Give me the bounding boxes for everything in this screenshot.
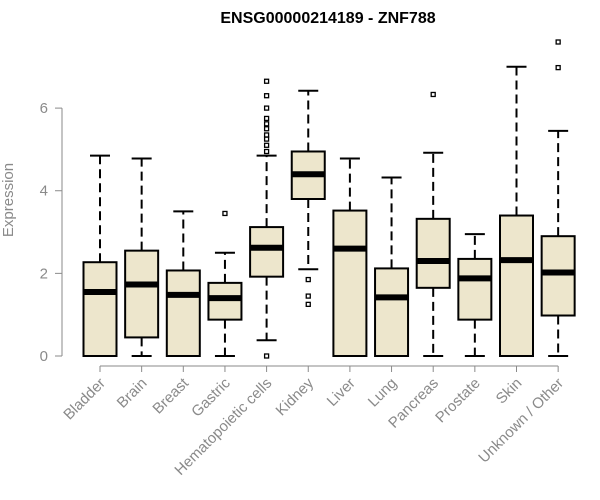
iqr-box (165, 269, 201, 357)
outlier-point (263, 78, 270, 84)
iqr-box (415, 217, 451, 289)
iqr-box (499, 214, 534, 357)
box-group (249, 78, 285, 359)
outlier-point (305, 301, 311, 308)
y-axis: 0 2 4 6 (40, 100, 63, 365)
iqr-box (82, 261, 118, 358)
outlier-point (555, 39, 561, 45)
iqr-box (540, 235, 576, 317)
x-tick-label: Lung (365, 375, 401, 411)
outlier-point (222, 210, 228, 217)
x-tick-label: Prostate (432, 375, 484, 427)
outlier-point (263, 353, 270, 359)
iqr-box (457, 257, 493, 321)
outlier-point (263, 121, 270, 127)
x-tick-label: Liver (324, 375, 359, 410)
iqr-box (207, 281, 243, 321)
iqr-box (249, 226, 285, 278)
y-tick-label: 2 (40, 265, 48, 282)
box-group (457, 233, 493, 357)
box-group (290, 89, 326, 308)
x-tick-label: Bladder (60, 375, 109, 424)
y-tick-label: 6 (40, 100, 48, 117)
chart-title: ENSG00000214189 - ZNF788 (220, 10, 435, 27)
outlier-point (263, 148, 270, 155)
box-group (124, 157, 160, 357)
outlier-point (263, 126, 270, 132)
iqr-box (332, 209, 368, 357)
outlier-point (263, 105, 270, 111)
outlier-point (263, 132, 270, 138)
outlier-point (305, 276, 311, 283)
boxes (82, 39, 576, 359)
box-group (415, 91, 451, 357)
y-tick-label: 4 (40, 183, 48, 200)
box-group (499, 65, 534, 357)
outlier-point (263, 93, 270, 99)
outlier-point (555, 64, 561, 71)
outlier-point (305, 293, 311, 299)
iqr-box (374, 267, 410, 357)
box-group (540, 39, 576, 357)
box-group (332, 157, 368, 357)
x-tick-label: Skin (493, 375, 526, 408)
outlier-point (263, 142, 270, 148)
y-tick-label: 0 (40, 348, 48, 365)
box-group (374, 176, 410, 357)
outlier-point (430, 91, 436, 98)
x-tick-label: Breast (149, 374, 192, 417)
outlier-point (263, 115, 270, 122)
box-group (82, 154, 118, 358)
outlier-point (263, 136, 270, 142)
box-group (207, 210, 243, 357)
iqr-box (124, 249, 160, 339)
y-axis-label: Expression (0, 163, 17, 237)
box-group (165, 210, 201, 357)
x-tick-label: Kidney (273, 374, 318, 419)
x-tick-label: Brain (114, 375, 151, 412)
